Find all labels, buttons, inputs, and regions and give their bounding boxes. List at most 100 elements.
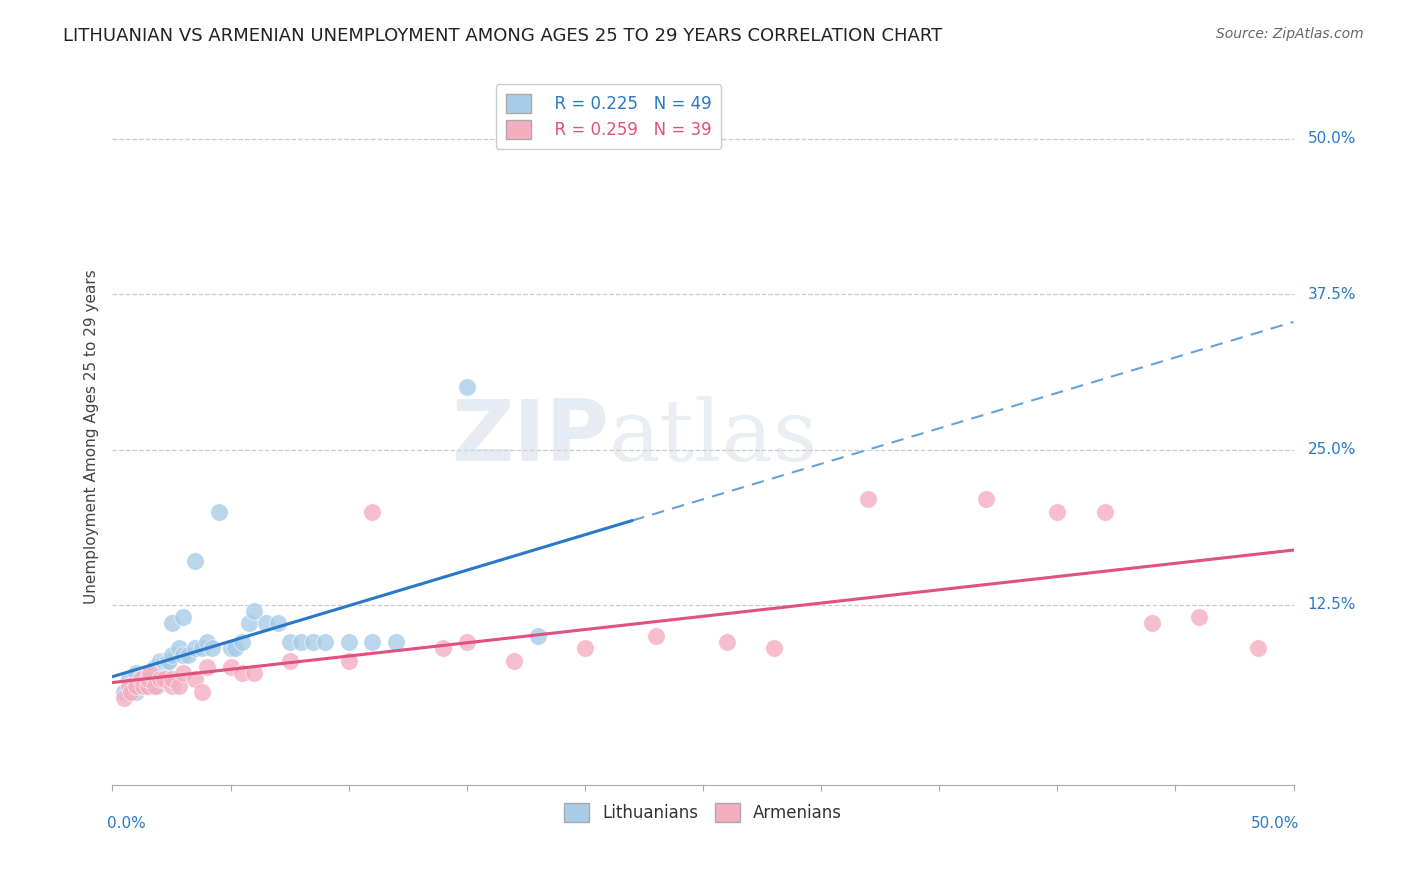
Text: 12.5%: 12.5% — [1308, 598, 1355, 612]
Point — [129, 673, 152, 687]
Point — [136, 679, 159, 693]
Text: 37.5%: 37.5% — [1308, 286, 1357, 301]
Point — [195, 660, 218, 674]
Point — [976, 492, 998, 507]
Point — [278, 654, 301, 668]
Point — [337, 635, 360, 649]
Point — [143, 660, 166, 674]
Point — [1247, 641, 1270, 656]
Text: LITHUANIAN VS ARMENIAN UNEMPLOYMENT AMONG AGES 25 TO 29 YEARS CORRELATION CHART: LITHUANIAN VS ARMENIAN UNEMPLOYMENT AMON… — [63, 27, 942, 45]
Point — [1046, 505, 1069, 519]
Point — [243, 604, 266, 618]
Point — [112, 685, 135, 699]
Point — [574, 641, 596, 656]
Point — [139, 666, 162, 681]
Point — [385, 635, 408, 649]
Point — [208, 505, 231, 519]
Point — [456, 635, 478, 649]
Text: 50.0%: 50.0% — [1251, 816, 1299, 831]
Point — [149, 666, 172, 681]
Point — [132, 679, 155, 693]
Point — [149, 654, 172, 668]
Point — [302, 635, 325, 649]
Point — [153, 673, 176, 687]
Point — [231, 666, 253, 681]
Point — [143, 679, 166, 693]
Point — [153, 654, 176, 668]
Point — [139, 666, 162, 681]
Point — [172, 610, 194, 624]
Point — [858, 492, 880, 507]
Point — [267, 616, 290, 631]
Text: atlas: atlas — [609, 395, 818, 479]
Point — [136, 673, 159, 687]
Point — [184, 641, 207, 656]
Point — [503, 654, 526, 668]
Point — [112, 690, 135, 705]
Point — [224, 641, 246, 656]
Point — [243, 666, 266, 681]
Point — [156, 654, 179, 668]
Point — [118, 679, 141, 693]
Point — [136, 666, 159, 681]
Point — [118, 673, 141, 687]
Text: 50.0%: 50.0% — [1308, 131, 1355, 146]
Point — [1140, 616, 1163, 631]
Y-axis label: Unemployment Among Ages 25 to 29 years: Unemployment Among Ages 25 to 29 years — [83, 269, 98, 605]
Point — [136, 673, 159, 687]
Point — [361, 635, 384, 649]
Point — [526, 629, 548, 643]
Point — [167, 641, 190, 656]
Point — [184, 673, 207, 687]
Point — [1094, 505, 1116, 519]
Point — [157, 654, 180, 668]
Point — [361, 505, 384, 519]
Point — [129, 673, 152, 687]
Point — [172, 666, 194, 681]
Point — [160, 648, 183, 662]
Text: ZIP: ZIP — [451, 395, 609, 479]
Point — [254, 616, 277, 631]
Point — [177, 648, 200, 662]
Text: Source: ZipAtlas.com: Source: ZipAtlas.com — [1216, 27, 1364, 41]
Point — [125, 666, 148, 681]
Point — [337, 654, 360, 668]
Point — [167, 679, 190, 693]
Point — [120, 685, 142, 699]
Point — [153, 660, 176, 674]
Point — [160, 673, 183, 687]
Point — [1188, 610, 1211, 624]
Point — [456, 380, 478, 394]
Point — [432, 641, 454, 656]
Point — [191, 641, 214, 656]
Point — [290, 635, 312, 649]
Point — [644, 629, 666, 643]
Point — [184, 554, 207, 568]
Point — [172, 648, 194, 662]
Point — [716, 635, 738, 649]
Point — [314, 635, 336, 649]
Point — [191, 685, 214, 699]
Point — [160, 679, 183, 693]
Point — [146, 679, 169, 693]
Point — [195, 635, 218, 649]
Point — [160, 616, 183, 631]
Point — [149, 673, 172, 687]
Point — [238, 616, 260, 631]
Point — [219, 660, 242, 674]
Point — [125, 679, 148, 693]
Point — [143, 666, 166, 681]
Point — [219, 641, 242, 656]
Legend: Lithuanians, Armenians: Lithuanians, Armenians — [557, 797, 849, 829]
Point — [120, 679, 142, 693]
Point — [142, 679, 165, 693]
Point — [132, 679, 155, 693]
Text: 0.0%: 0.0% — [107, 816, 145, 831]
Point — [231, 635, 253, 649]
Point — [278, 635, 301, 649]
Point — [125, 685, 148, 699]
Point — [136, 679, 159, 693]
Text: 25.0%: 25.0% — [1308, 442, 1355, 457]
Point — [762, 641, 785, 656]
Point — [201, 641, 224, 656]
